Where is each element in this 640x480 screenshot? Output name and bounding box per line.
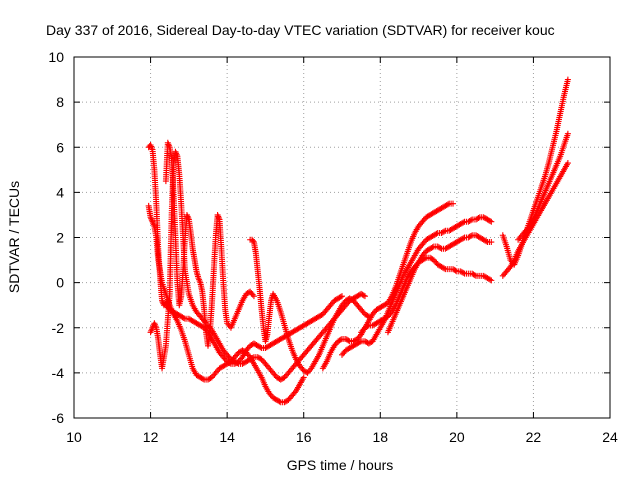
data-point — [250, 293, 257, 300]
data-point — [276, 398, 283, 405]
data-point — [487, 217, 494, 224]
x-tick-label: 24 — [602, 429, 618, 445]
data-point — [471, 272, 478, 279]
y-axis-label: SDTVAR / TECUs — [6, 181, 22, 293]
x-tick-label: 20 — [449, 429, 465, 445]
x-tick-label: 14 — [219, 429, 235, 445]
x-tick-label: 12 — [143, 429, 159, 445]
data-point — [564, 76, 571, 83]
data-point — [441, 265, 448, 272]
y-tick-label: 0 — [56, 275, 64, 291]
data-point — [460, 235, 467, 242]
chart-title: Day 337 of 2016, Sidereal Day-to-day VTE… — [46, 22, 555, 38]
y-tick-label: 8 — [56, 94, 64, 110]
data-point — [339, 293, 345, 300]
data-point — [180, 314, 187, 321]
data-point — [564, 160, 571, 167]
data-point — [361, 293, 368, 300]
y-tick-label: 4 — [56, 184, 64, 200]
data-point — [487, 276, 494, 283]
y-tick-label: -2 — [52, 320, 65, 336]
data-point — [337, 336, 344, 343]
data-point — [444, 201, 451, 208]
data-point — [249, 354, 256, 361]
plot-frame — [73, 56, 611, 419]
x-tick-label: 16 — [296, 429, 312, 445]
grid-lines — [74, 57, 610, 418]
data-point — [433, 230, 440, 237]
data-point — [249, 237, 256, 244]
data-point — [441, 228, 448, 235]
x-tick-label: 22 — [526, 429, 542, 445]
data-point — [437, 245, 444, 252]
y-tick-label: 6 — [56, 139, 64, 155]
data-point — [450, 200, 457, 207]
y-tick-label: -6 — [52, 410, 65, 426]
data-points — [145, 76, 571, 406]
data-point — [452, 267, 459, 274]
data-point — [467, 232, 474, 239]
x-axis-label: GPS time / hours — [287, 457, 394, 473]
data-point — [257, 344, 264, 351]
data-point — [300, 374, 307, 381]
data-point — [460, 269, 467, 276]
x-tick-label: 18 — [372, 429, 388, 445]
y-tick-label: 2 — [56, 230, 64, 246]
data-point — [345, 337, 352, 344]
data-point — [360, 292, 367, 299]
data-point — [564, 130, 571, 137]
data-point — [475, 214, 482, 221]
data-point — [199, 375, 206, 382]
data-point — [429, 244, 436, 251]
data-point — [483, 238, 490, 245]
data-point — [337, 293, 344, 300]
data-point — [364, 323, 371, 330]
data-point — [234, 360, 241, 367]
data-point — [488, 277, 495, 284]
data-point — [467, 217, 474, 224]
data-point — [245, 289, 252, 296]
x-tick-label: 10 — [66, 429, 82, 445]
data-point — [488, 218, 495, 225]
data-point — [460, 219, 467, 226]
data-point — [303, 369, 310, 376]
data-point — [356, 339, 363, 346]
y-tick-label: 10 — [48, 49, 64, 65]
y-tick-label: -4 — [52, 365, 65, 381]
data-point — [488, 239, 495, 246]
